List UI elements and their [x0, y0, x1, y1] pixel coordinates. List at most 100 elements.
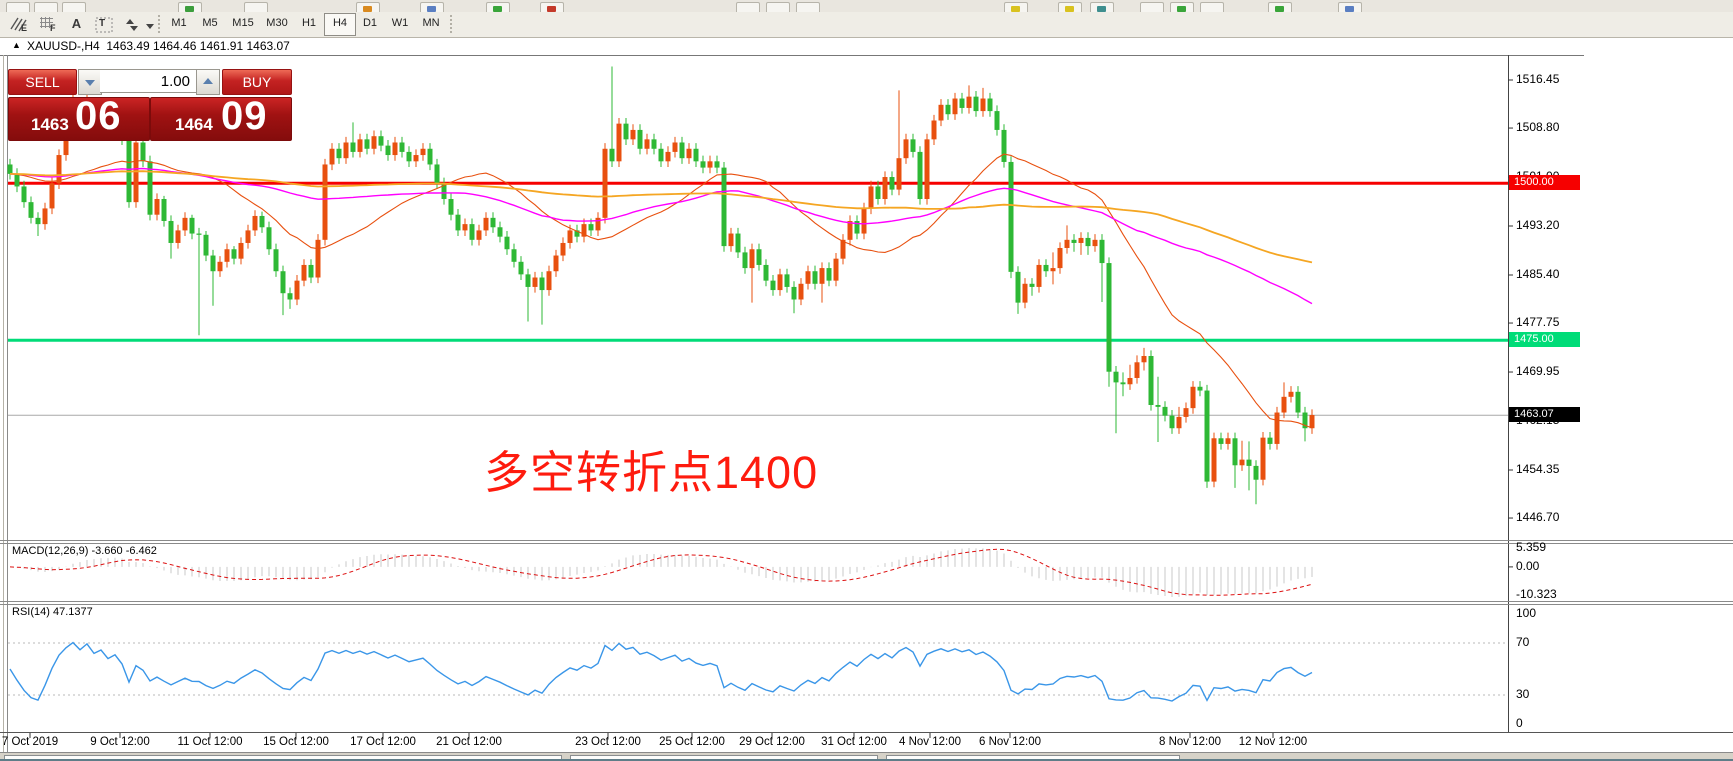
buy-button[interactable]: BUY — [222, 69, 292, 95]
macd-indicator-label: MACD(12,26,9) -3.660 -6.462 — [12, 545, 157, 557]
tab-timeframe-m5[interactable]: M5 — [202, 17, 218, 29]
tab-timeframe-h4[interactable]: H4 — [324, 13, 356, 36]
candle-chart-icon[interactable] — [1170, 2, 1194, 13]
bar-chart-icon[interactable] — [1140, 2, 1164, 13]
window-tile-icon[interactable] — [736, 2, 760, 13]
tab-timeframe-mn[interactable]: MN — [422, 17, 440, 29]
tab-timeframe-w1[interactable]: W1 — [391, 17, 409, 29]
buy-price-pips: 09 — [221, 94, 268, 138]
template-icon[interactable] — [1338, 2, 1362, 13]
stop-icon[interactable] — [540, 2, 564, 13]
grid-tool-glyph: F — [50, 23, 56, 33]
arrow-down-icon — [85, 80, 95, 86]
time-axis-label: 17 Oct 12:00 — [350, 736, 416, 748]
resistance-price-badge: 1500.00 — [1509, 175, 1580, 191]
text-box-tool-button[interactable]: T — [92, 14, 117, 35]
new-order-icon[interactable] — [356, 2, 380, 13]
text-box-glyph: T — [99, 18, 106, 29]
price-axis-label: 1508.80 — [1516, 120, 1560, 135]
macd-axis-label: 5.359 — [1516, 540, 1547, 554]
chart-titlebar: ▲ XAUUSD-,H4 1463.49 1464.46 1461.91 146… — [0, 38, 1500, 55]
grid-icon — [40, 17, 53, 28]
arrow-up-icon — [203, 78, 213, 84]
toolbar-separator — [450, 15, 454, 33]
grid-tool-button[interactable]: F — [36, 14, 61, 35]
macd-axis-label: -10.323 — [1516, 587, 1557, 601]
pattern-tool-glyph: E — [21, 23, 28, 33]
rsi-axis-label: 100 — [1516, 606, 1537, 620]
pattern-icon — [10, 17, 27, 32]
text-label-tool-button[interactable]: A — [64, 14, 89, 35]
support-price-badge: 1475.00 — [1509, 332, 1580, 348]
zoom-in-icon[interactable] — [1004, 2, 1028, 13]
time-axis-label: 15 Oct 12:00 — [263, 736, 329, 748]
toolbar-clipped-icon[interactable] — [62, 2, 86, 13]
price-axis-label: 1485.40 — [1516, 266, 1560, 281]
sell-price-main: 1463 — [31, 115, 69, 134]
toolbar-clipped-icon[interactable] — [34, 2, 58, 13]
time-axis-label: 25 Oct 12:00 — [659, 736, 725, 748]
print-icon[interactable] — [420, 2, 444, 13]
status-bar-edge — [0, 759, 1733, 761]
time-axis-label: 9 Oct 12:00 — [90, 736, 150, 748]
volume-decrease-button[interactable] — [78, 69, 102, 95]
text-label-glyph: A — [71, 16, 82, 31]
chart-mode-icon[interactable] — [1090, 2, 1114, 13]
buy-price-box[interactable]: 1464 09 — [150, 94, 292, 141]
zoom-out-icon[interactable] — [1058, 2, 1082, 13]
price-axis-label: 1446.70 — [1516, 510, 1560, 525]
sell-price-box[interactable]: 1463 06 — [8, 94, 150, 141]
chart-title: XAUUSD-,H4 1463.49 1464.46 1461.91 1463.… — [27, 39, 290, 53]
autotrade-icon[interactable] — [486, 2, 510, 13]
tab-timeframe-h1[interactable]: H1 — [301, 17, 317, 29]
rsi-axis-label: 70 — [1516, 635, 1530, 649]
chart-icon[interactable] — [178, 2, 202, 13]
volume-input[interactable] — [100, 69, 196, 93]
sell-price-pips: 06 — [75, 94, 122, 138]
current-price-badge: 1463.07 — [1509, 407, 1580, 423]
window-tile-icon[interactable] — [766, 2, 790, 13]
time-axis-label: 21 Oct 12:00 — [436, 736, 502, 748]
tab-timeframe-m1[interactable]: M1 — [171, 17, 187, 29]
chart-annotation-text: 多空转折点1400 — [484, 447, 819, 498]
toolbar-separator — [158, 15, 162, 33]
text-box-icon — [95, 17, 113, 33]
tab-timeframe-d1[interactable]: D1 — [362, 17, 378, 29]
sell-button[interactable]: SELL — [8, 69, 77, 95]
tab-timeframe-m30[interactable]: M30 — [266, 17, 288, 29]
bottom-window-tab[interactable] — [886, 755, 1180, 761]
price-axis-label: 1454.35 — [1516, 461, 1560, 476]
price-axis-label: 1516.45 — [1516, 72, 1560, 86]
line-chart-icon[interactable] — [1200, 2, 1224, 13]
price-axis-label: 1477.75 — [1516, 315, 1560, 330]
bottom-window-tab[interactable] — [570, 755, 878, 761]
toolbar-main: E F A T M1 M5 — [0, 12, 1733, 38]
rsi-axis-label: 30 — [1516, 687, 1530, 701]
price-axis-label: 1469.95 — [1516, 364, 1560, 379]
time-axis-label: 31 Oct 12:00 — [821, 736, 887, 748]
toolbar-clipped-icon[interactable] — [244, 2, 268, 13]
bottom-window-tab[interactable] — [4, 755, 562, 761]
one-click-trading-panel: SELL BUY 1463 06 1464 09 — [8, 67, 292, 141]
buy-price-main: 1464 — [175, 115, 213, 134]
indicator-icon[interactable] — [1268, 2, 1292, 13]
volume-increase-button[interactable] — [196, 69, 220, 95]
time-axis-label: 8 Nov 12:00 — [1158, 736, 1221, 748]
time-axis-label: 23 Oct 12:00 — [575, 736, 641, 748]
time-axis-label: 7 Oct 2019 — [1, 736, 59, 748]
time-axis-label: 6 Nov 12:00 — [978, 736, 1041, 748]
rsi-indicator-label: RSI(14) 47.1377 — [12, 606, 93, 618]
time-axis-label: 11 Oct 12:00 — [177, 736, 243, 748]
toolbar-clipped-icon[interactable] — [6, 2, 30, 13]
time-axis-label: 12 Nov 12:00 — [1238, 736, 1308, 748]
tab-timeframe-m15[interactable]: M15 — [232, 17, 254, 29]
pattern-tool-button[interactable]: E — [6, 14, 31, 35]
price-axis-label: 1493.20 — [1516, 218, 1560, 232]
window-tile-icon[interactable] — [796, 2, 820, 13]
arrows-icon — [126, 19, 154, 31]
arrange-tool-button[interactable] — [122, 14, 156, 35]
rsi-axis-label: 0 — [1516, 716, 1523, 730]
collapse-panel-icon[interactable]: ▲ — [12, 40, 21, 50]
time-axis-label: 4 Nov 12:00 — [898, 736, 961, 748]
